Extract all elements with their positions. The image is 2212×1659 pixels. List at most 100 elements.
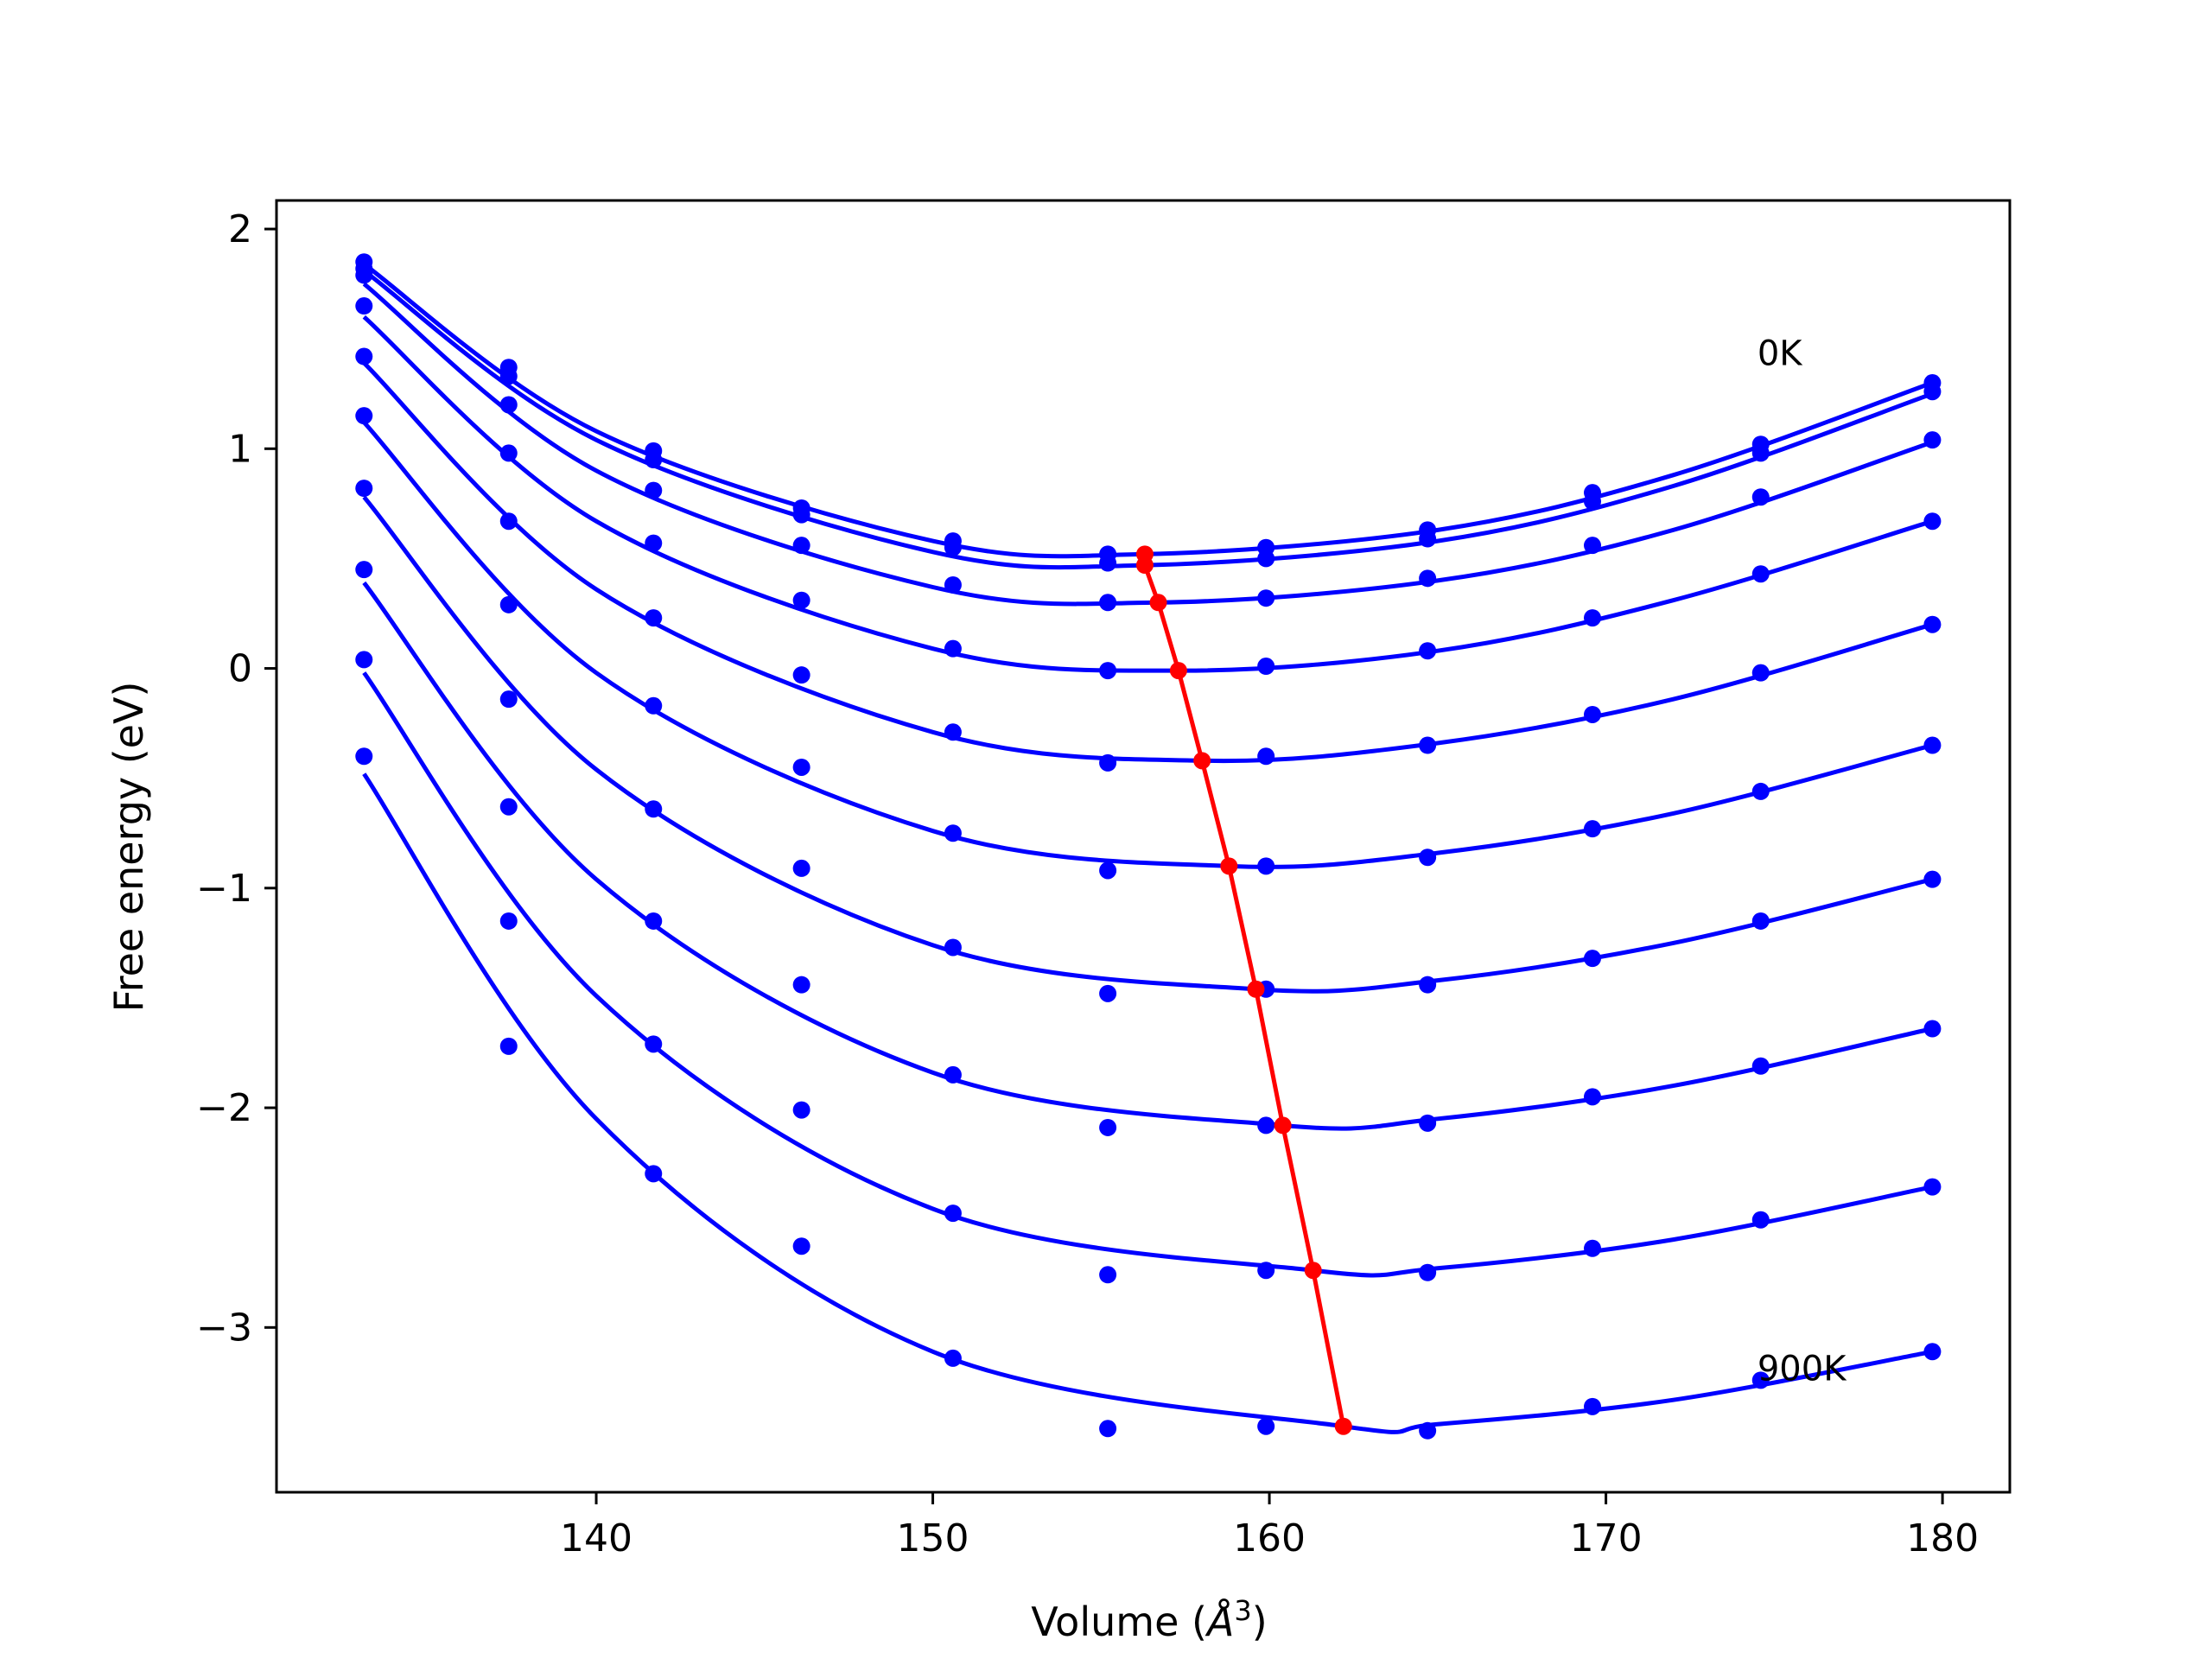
data-point <box>1099 984 1117 1002</box>
data-point <box>645 609 663 627</box>
data-point <box>1419 1421 1437 1440</box>
data-point <box>792 1237 810 1255</box>
data-point <box>792 976 810 994</box>
data-point <box>1099 662 1117 680</box>
data-point <box>1751 664 1770 682</box>
data-point <box>944 723 962 741</box>
x-axis-label-symbol: Å <box>1205 1599 1234 1645</box>
data-point <box>792 859 810 877</box>
fit-curve-0 <box>362 262 1934 559</box>
data-point <box>1751 444 1770 462</box>
data-point <box>1257 550 1275 568</box>
data-point <box>1099 1420 1117 1438</box>
data-point <box>1923 431 1942 449</box>
fit-curve-5 <box>362 421 1934 869</box>
data-point <box>499 367 518 385</box>
data-point <box>499 690 518 709</box>
data-point <box>1751 1371 1770 1389</box>
data-point <box>1584 950 1602 968</box>
data-point <box>1751 488 1770 506</box>
data-point <box>499 512 518 531</box>
data-point <box>355 297 373 315</box>
data-point <box>792 591 810 609</box>
data-point <box>792 1101 810 1119</box>
data-point <box>1751 565 1770 583</box>
annotation-0k: 0K <box>1758 334 1803 374</box>
y-axis-label: Free energy (eV) <box>105 682 152 1013</box>
data-point <box>1584 537 1602 555</box>
minimum-point <box>1247 980 1265 998</box>
fit-curve-7 <box>362 581 1933 1131</box>
data-point <box>499 396 518 414</box>
data-point <box>645 1165 663 1183</box>
plot-frame <box>275 199 2012 1494</box>
data-point <box>1419 736 1437 754</box>
data-point <box>1751 1057 1770 1075</box>
data-point <box>1257 1262 1275 1280</box>
data-point <box>1751 1211 1770 1229</box>
fit-curve-3 <box>362 315 1934 673</box>
data-point <box>499 912 518 930</box>
minimum-point <box>1149 594 1167 612</box>
data-point <box>792 537 810 555</box>
data-point <box>645 800 663 818</box>
data-point <box>645 696 663 715</box>
data-point <box>792 758 810 776</box>
y-tick-label: 2 <box>228 207 252 251</box>
data-point <box>355 747 373 766</box>
x-tick-label: 180 <box>1906 1516 1979 1560</box>
data-point <box>792 666 810 684</box>
data-point <box>499 595 518 613</box>
data-point <box>1099 753 1117 772</box>
data-point <box>1923 615 1942 633</box>
data-point <box>944 1065 962 1084</box>
data-point <box>792 505 810 524</box>
data-point <box>1923 870 1942 888</box>
data-point <box>499 1037 518 1055</box>
data-point <box>944 538 962 556</box>
data-point <box>1257 589 1275 607</box>
data-point <box>1923 1178 1942 1196</box>
data-point <box>1584 705 1602 723</box>
data-point <box>1099 1118 1117 1136</box>
data-point <box>355 266 373 284</box>
data-point <box>944 639 962 658</box>
y-tick-label: 1 <box>228 427 252 471</box>
minimum-point <box>1169 662 1187 680</box>
minimum-line-path <box>1142 554 1346 1427</box>
data-point <box>1419 1263 1437 1281</box>
data-point <box>1584 493 1602 511</box>
x-tick-label: 160 <box>1233 1516 1306 1560</box>
data-point <box>499 798 518 816</box>
data-point <box>1923 383 1942 401</box>
data-point <box>1923 736 1942 754</box>
data-point <box>1419 530 1437 548</box>
data-point <box>1419 1114 1437 1132</box>
x-axis-label-sup: 3 <box>1234 1594 1251 1627</box>
data-point <box>1923 1020 1942 1038</box>
data-point <box>1419 849 1437 867</box>
minimum-line <box>1135 545 1352 1435</box>
data-point <box>645 534 663 552</box>
data-point <box>1584 1239 1602 1257</box>
data-point <box>944 575 962 594</box>
data-point <box>1419 976 1437 994</box>
minimum-point <box>1304 1262 1322 1280</box>
data-point <box>355 347 373 365</box>
data-point <box>1257 1417 1275 1435</box>
x-axis-label-text: Volume ( <box>1031 1599 1207 1645</box>
data-point <box>1257 747 1275 766</box>
data-point <box>1923 1343 1942 1361</box>
minimum-point <box>1135 556 1154 575</box>
fit-curve-6 <box>362 495 1933 994</box>
fit-curve-4 <box>362 361 1934 764</box>
minimum-point <box>1193 752 1211 770</box>
data-point <box>1099 594 1117 612</box>
data-point <box>1099 861 1117 880</box>
data-point <box>645 451 663 469</box>
data-point <box>355 480 373 498</box>
data-point <box>1419 569 1437 588</box>
minimum-point <box>1220 857 1238 875</box>
data-point <box>1419 642 1437 660</box>
